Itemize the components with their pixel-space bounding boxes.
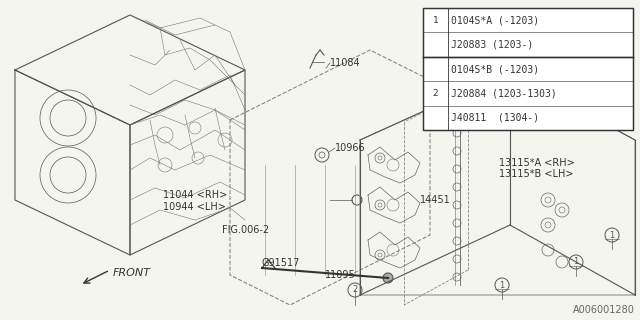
Bar [423, 8, 633, 130]
Bar [423, 8, 633, 130]
Text: 11044 <RH>: 11044 <RH> [163, 190, 227, 200]
Text: 2: 2 [433, 89, 438, 98]
Circle shape [383, 273, 393, 283]
Text: 11084: 11084 [330, 58, 360, 68]
Text: 14451: 14451 [420, 195, 451, 205]
Circle shape [495, 278, 509, 292]
Text: FIG.006-2: FIG.006-2 [222, 225, 269, 235]
Text: 0104S*B (-1203): 0104S*B (-1203) [451, 64, 539, 74]
Text: J20883 (1203-): J20883 (1203-) [451, 40, 533, 50]
Text: 10966: 10966 [335, 143, 365, 153]
Circle shape [429, 14, 442, 27]
Text: 2: 2 [353, 285, 358, 294]
Text: 1: 1 [499, 281, 504, 290]
Circle shape [605, 228, 619, 242]
Text: 1: 1 [433, 16, 438, 25]
Text: 0104S*A (-1203): 0104S*A (-1203) [451, 15, 539, 25]
Text: 13115*B <LH>: 13115*B <LH> [499, 169, 573, 179]
Text: J20884 (1203-1303): J20884 (1203-1303) [451, 88, 557, 98]
Text: G91517: G91517 [262, 258, 300, 268]
Circle shape [429, 87, 442, 100]
Text: 1: 1 [609, 230, 614, 239]
Text: 10944 <LH>: 10944 <LH> [163, 202, 226, 212]
Text: 11095: 11095 [325, 270, 356, 280]
Text: J40811  (1304-): J40811 (1304-) [451, 113, 539, 123]
Text: A006001280: A006001280 [573, 305, 635, 315]
Text: 13115*A <RH>: 13115*A <RH> [499, 158, 575, 168]
Circle shape [348, 283, 362, 297]
Circle shape [569, 255, 583, 269]
Text: 1: 1 [573, 258, 579, 267]
Text: FRONT: FRONT [113, 268, 151, 278]
